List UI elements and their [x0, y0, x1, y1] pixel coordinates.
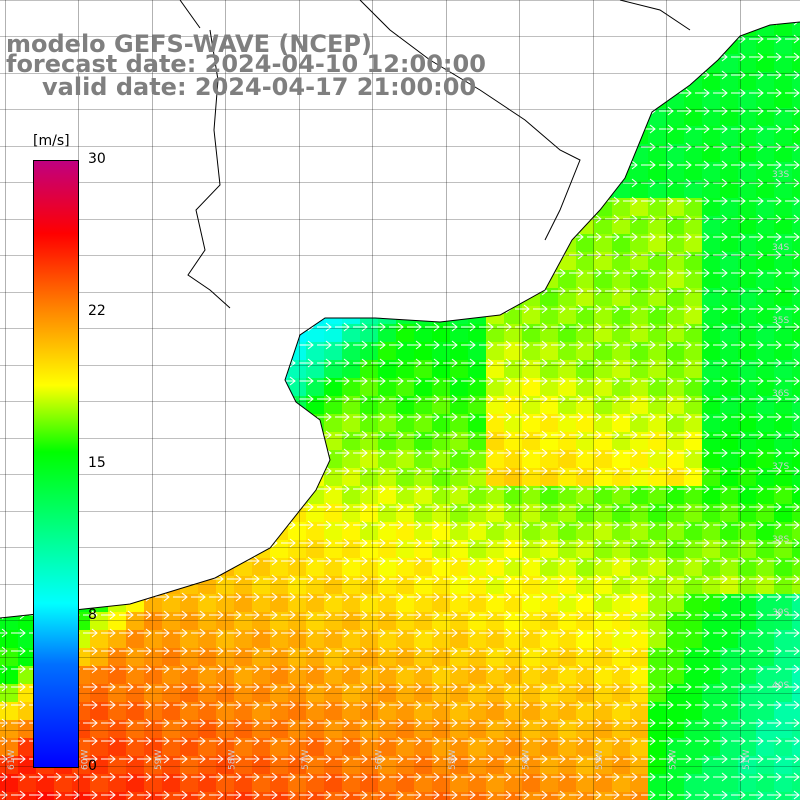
longitude-label: 52W	[669, 750, 679, 770]
longitude-label: 60W	[81, 750, 91, 770]
latitude-label: 36S	[772, 389, 789, 399]
model-title: modelo GEFS-WAVE (NCEP)	[6, 30, 372, 58]
coastline	[0, 0, 800, 619]
country-border	[187, 29, 231, 309]
latitude-label: 35S	[772, 316, 789, 326]
latitude-labels: 33S 34S 35S 36S 37S 38S 39S 40S	[772, 170, 789, 691]
colorbar-tick-0: 0	[88, 758, 97, 774]
longitude-label: 53W	[595, 750, 605, 770]
country-border	[619, 0, 691, 31]
latitude-label: 37S	[772, 462, 789, 472]
longitude-label: 61W	[7, 750, 17, 770]
latitude-label: 34S	[772, 243, 789, 253]
longitude-label: 58W	[228, 750, 238, 770]
latitude-label: 39S	[772, 608, 789, 618]
colorbar-tick-8: 8	[88, 607, 97, 623]
longitude-label: 57W	[301, 750, 311, 770]
latitude-label: 40S	[772, 681, 789, 691]
longitude-label: 56W	[375, 750, 385, 770]
latitude-label: 38S	[772, 535, 789, 545]
colorbar-tick-30: 30	[88, 151, 106, 167]
longitude-label: 51W	[742, 750, 752, 770]
forecast-date: forecast date: 2024-04-10 12:00:00	[6, 50, 486, 78]
longitude-label: 54W	[522, 750, 532, 770]
country-border	[359, 0, 581, 241]
valid-date: valid date: 2024-04-17 21:00:00	[42, 73, 477, 101]
colorbar	[33, 160, 79, 768]
country-border	[179, 0, 201, 29]
colorbar-tick-15: 15	[88, 455, 106, 471]
longitude-label: 59W	[154, 750, 164, 770]
longitude-label: 55W	[448, 750, 458, 770]
longitude-labels: 61W 60W 59W 58W 57W 56W 55W 54W 53W 52W 51W	[7, 750, 752, 770]
colorbar-unit: [m/s]	[33, 133, 70, 149]
latitude-label: 33S	[772, 170, 789, 180]
colorbar-tick-22: 22	[88, 303, 106, 319]
